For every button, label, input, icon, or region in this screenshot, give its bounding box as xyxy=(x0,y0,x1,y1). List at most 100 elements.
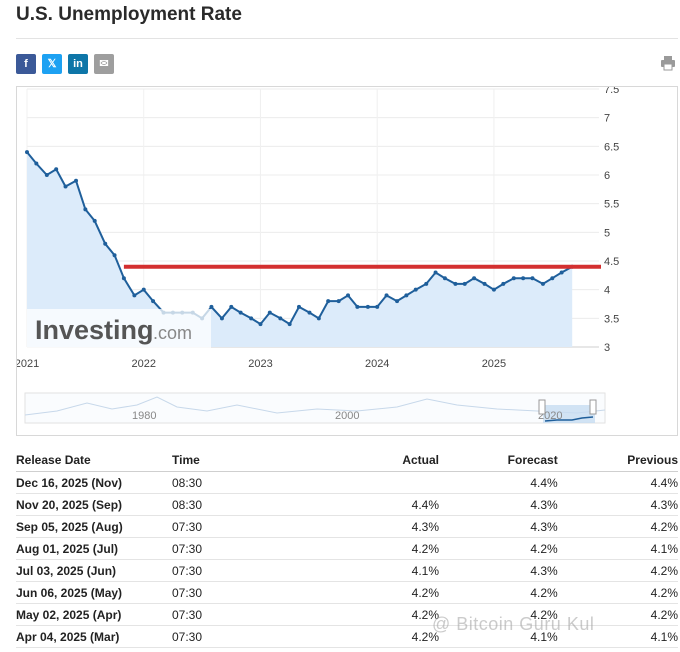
header-previous[interactable]: Previous xyxy=(557,449,678,472)
data-point[interactable] xyxy=(34,161,39,166)
forecast-cell: 4.3% xyxy=(439,559,558,582)
release-date-cell: Jul 03, 2025 (Jun) xyxy=(16,559,172,582)
data-point[interactable] xyxy=(63,184,68,189)
data-point[interactable] xyxy=(103,241,108,246)
data-point[interactable] xyxy=(132,293,137,298)
data-point[interactable] xyxy=(287,322,292,327)
data-point[interactable] xyxy=(413,287,418,292)
y-tick-label: 4 xyxy=(604,285,610,297)
table-row: Aug 01, 2025 (Jul) 07:30 4.2% 4.2% 4.1% xyxy=(16,537,678,560)
investing-logo: Investing .com xyxy=(27,309,211,351)
data-point[interactable] xyxy=(375,304,380,309)
table-row: Dec 16, 2025 (Nov) 08:30 4.4% 4.4% xyxy=(16,471,678,494)
data-point[interactable] xyxy=(453,281,458,286)
title-divider xyxy=(16,38,678,39)
forecast-cell: 4.4% xyxy=(439,471,558,494)
data-point[interactable] xyxy=(219,316,224,321)
time-cell: 07:30 xyxy=(172,581,352,604)
actual-cell: 4.1% xyxy=(352,559,440,582)
data-point[interactable] xyxy=(151,299,156,304)
data-point[interactable] xyxy=(540,281,545,286)
header-release-date[interactable]: Release Date xyxy=(16,449,172,472)
data-point[interactable] xyxy=(433,270,438,275)
data-point[interactable] xyxy=(462,281,467,286)
data-point[interactable] xyxy=(74,178,79,183)
data-point[interactable] xyxy=(258,322,263,327)
actual-cell: 4.2% xyxy=(352,537,440,560)
data-point[interactable] xyxy=(54,167,59,172)
data-point[interactable] xyxy=(395,299,400,304)
data-point[interactable] xyxy=(278,316,283,321)
data-point[interactable] xyxy=(249,316,254,321)
forecast-cell: 4.2% xyxy=(439,537,558,560)
header-forecast[interactable]: Forecast xyxy=(439,449,558,472)
data-point[interactable] xyxy=(141,287,146,292)
x-tick-label: 2023 xyxy=(248,358,272,370)
data-point[interactable] xyxy=(472,276,477,281)
data-point[interactable] xyxy=(346,293,351,298)
previous-cell: 4.4% xyxy=(557,471,678,494)
data-point[interactable] xyxy=(550,276,555,281)
unemployment-chart[interactable]: 33.544.555.566.577.5 2021 2022 2023 2024 202… xyxy=(15,84,677,435)
data-point[interactable] xyxy=(404,293,409,298)
data-point[interactable] xyxy=(267,310,272,315)
navigator-handle-right[interactable] xyxy=(589,399,597,415)
data-point[interactable] xyxy=(355,304,360,309)
navigator-handle-left[interactable] xyxy=(538,399,546,415)
previous-cell: 4.2% xyxy=(557,559,678,582)
print-icon[interactable] xyxy=(660,55,676,71)
table-row: Sep 05, 2025 (Aug) 07:30 4.3% 4.3% 4.2% xyxy=(16,515,678,538)
data-point[interactable] xyxy=(238,310,243,315)
data-point[interactable] xyxy=(521,276,526,281)
time-cell: 07:30 xyxy=(172,559,352,582)
twitter-share-button[interactable]: 𝕏 xyxy=(42,54,62,74)
header-actual[interactable]: Actual xyxy=(352,449,440,472)
data-point[interactable] xyxy=(336,299,341,304)
data-point[interactable] xyxy=(559,270,564,275)
data-point[interactable] xyxy=(112,253,117,258)
facebook-icon: f xyxy=(24,58,28,70)
data-point[interactable] xyxy=(44,173,49,177)
data-point[interactable] xyxy=(92,218,97,223)
twitter-icon: 𝕏 xyxy=(47,58,57,70)
data-point[interactable] xyxy=(384,293,389,298)
y-axis-ticks: 3 3.5 4 4.5 5 5.5 6 6.5 7 7.5 xyxy=(604,84,619,354)
header-time[interactable]: Time xyxy=(172,449,352,472)
facebook-share-button[interactable]: f xyxy=(16,54,36,74)
email-share-button[interactable]: ✉ xyxy=(94,54,114,74)
linkedin-share-button[interactable]: in xyxy=(68,54,88,74)
data-point[interactable] xyxy=(229,304,234,309)
data-point[interactable] xyxy=(424,281,429,286)
table-row: Jun 06, 2025 (May) 07:30 4.2% 4.2% 4.2% xyxy=(16,581,678,604)
forecast-cell: 4.3% xyxy=(439,493,558,516)
data-point[interactable] xyxy=(511,276,516,281)
navigator[interactable]: 1980 2000 2020 xyxy=(24,392,606,424)
data-point[interactable] xyxy=(501,281,506,286)
data-point[interactable] xyxy=(307,310,312,315)
data-point[interactable] xyxy=(83,207,88,212)
data-point[interactable] xyxy=(209,304,214,309)
y-tick-label: 3 xyxy=(604,342,610,354)
table-row: Jul 03, 2025 (Jun) 07:30 4.1% 4.3% 4.2% xyxy=(16,559,678,582)
y-tick-label: 5.5 xyxy=(604,199,619,211)
release-date-cell: Nov 20, 2025 (Sep) xyxy=(16,493,172,516)
y-tick-label: 6 xyxy=(604,170,610,182)
y-tick-label: 4.5 xyxy=(604,256,619,268)
release-date-cell: May 02, 2025 (Apr) xyxy=(16,603,172,626)
actual-cell: 4.2% xyxy=(352,603,440,626)
actual-cell xyxy=(352,471,440,494)
data-point[interactable] xyxy=(296,304,301,309)
y-tick-label: 5 xyxy=(604,227,610,239)
data-point[interactable] xyxy=(491,287,496,292)
data-point[interactable] xyxy=(442,276,447,281)
data-point[interactable] xyxy=(25,150,29,155)
forecast-cell: 4.2% xyxy=(439,581,558,604)
data-point[interactable] xyxy=(316,316,321,321)
y-tick-label: 7.5 xyxy=(604,87,619,96)
forecast-cell: 4.2% xyxy=(439,603,558,626)
data-point[interactable] xyxy=(365,304,370,309)
data-point[interactable] xyxy=(530,276,535,281)
data-point[interactable] xyxy=(121,276,126,281)
data-point[interactable] xyxy=(326,299,331,304)
data-point[interactable] xyxy=(482,281,487,286)
